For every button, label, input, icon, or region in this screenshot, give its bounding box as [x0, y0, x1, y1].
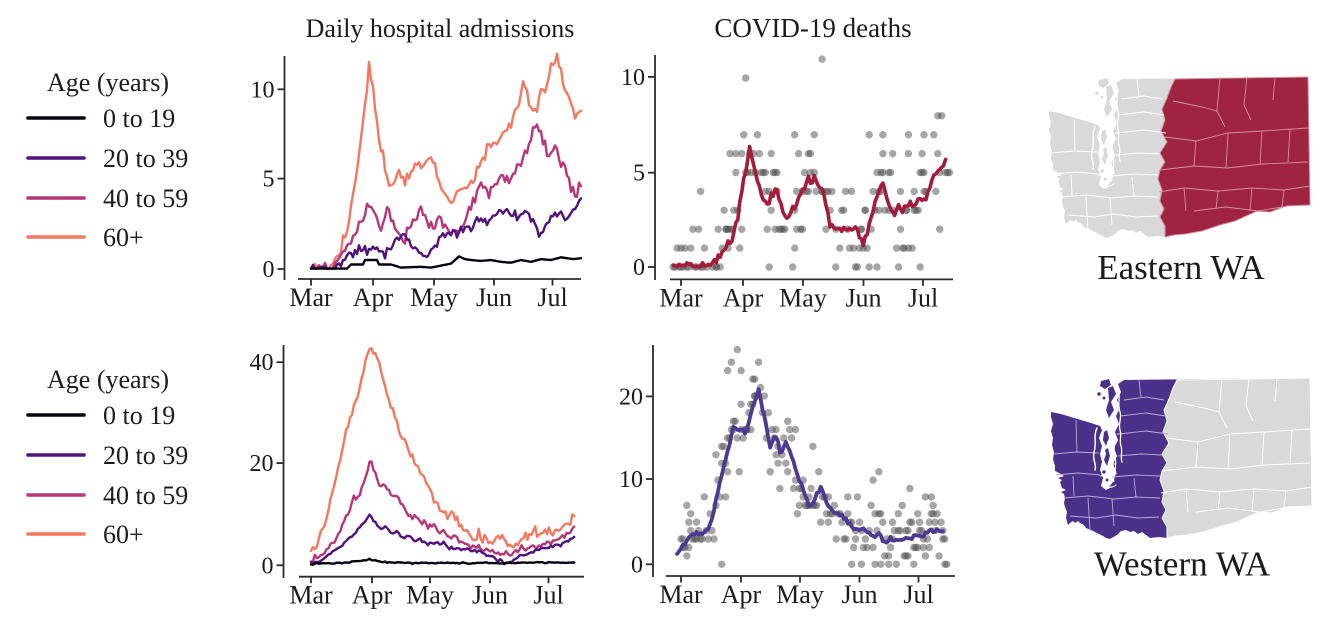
svg-text:20: 20 [619, 384, 643, 410]
svg-text:Jul: Jul [908, 283, 938, 312]
svg-text:May: May [406, 581, 454, 610]
svg-text:Jun: Jun [472, 581, 508, 610]
svg-text:40: 40 [250, 350, 274, 376]
svg-text:Daily hospital admissions: Daily hospital admissions [306, 14, 575, 43]
svg-text:Western WA: Western WA [1094, 545, 1271, 584]
svg-text:Apr: Apr [352, 581, 393, 610]
svg-text:Mar: Mar [659, 580, 703, 609]
svg-text:10: 10 [619, 467, 643, 493]
svg-text:10: 10 [621, 65, 645, 91]
svg-text:Apr: Apr [721, 580, 762, 609]
svg-text:Apr: Apr [723, 283, 764, 312]
svg-text:Mar: Mar [659, 283, 703, 312]
svg-text:Jun: Jun [845, 283, 881, 312]
svg-text:60+: 60+ [103, 223, 144, 252]
svg-text:Age (years): Age (years) [47, 68, 169, 97]
svg-text:40 to 59: 40 to 59 [103, 481, 188, 510]
svg-text:60+: 60+ [103, 520, 144, 549]
svg-text:Jun: Jun [476, 283, 512, 312]
svg-text:0: 0 [631, 552, 643, 578]
svg-text:Jul: Jul [533, 581, 563, 610]
svg-text:0: 0 [633, 255, 645, 281]
svg-text:Jul: Jul [537, 283, 567, 312]
svg-text:10: 10 [251, 77, 275, 103]
svg-text:5: 5 [263, 167, 275, 193]
svg-text:5: 5 [633, 161, 645, 187]
svg-text:0: 0 [263, 257, 275, 283]
svg-text:Apr: Apr [353, 283, 394, 312]
svg-text:0: 0 [262, 553, 274, 579]
svg-text:Jun: Jun [841, 580, 877, 609]
svg-text:COVID-19 deaths: COVID-19 deaths [714, 13, 911, 43]
svg-text:May: May [779, 283, 827, 312]
svg-text:0 to 19: 0 to 19 [103, 401, 175, 430]
svg-text:20 to 39: 20 to 39 [103, 144, 188, 173]
svg-text:20: 20 [250, 451, 274, 477]
svg-text:Mar: Mar [289, 283, 333, 312]
svg-text:Jul: Jul [903, 580, 933, 609]
svg-text:May: May [410, 283, 458, 312]
svg-text:Eastern WA: Eastern WA [1097, 248, 1265, 287]
svg-text:Age (years): Age (years) [47, 365, 169, 394]
svg-text:Mar: Mar [289, 581, 333, 610]
svg-text:0 to 19: 0 to 19 [103, 104, 175, 133]
svg-text:May: May [776, 580, 824, 609]
svg-text:20 to 39: 20 to 39 [103, 441, 188, 470]
svg-text:40 to 59: 40 to 59 [103, 184, 188, 213]
